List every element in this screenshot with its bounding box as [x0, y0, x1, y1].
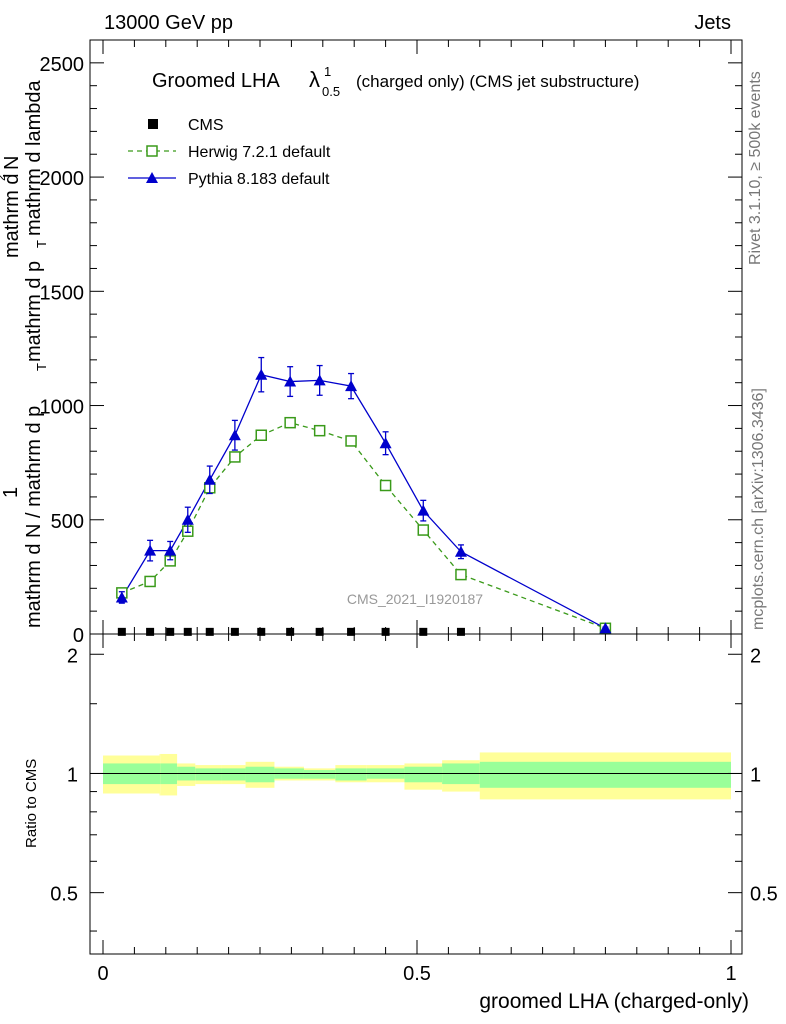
herwig-point [417, 524, 430, 536]
title-superscript: 1 [324, 64, 331, 79]
pythia-point [284, 375, 297, 387]
pythia-point [599, 622, 612, 634]
legend-marker [146, 172, 158, 183]
pythia-point [313, 374, 326, 386]
ratio-inner-band [221, 768, 246, 781]
x-axis-label: groomed LHA (charged-only) [479, 990, 749, 1013]
cms-point [419, 627, 428, 636]
main-ytick-label: 500 [51, 511, 84, 533]
herwig-point [313, 424, 326, 437]
plot-title: Groomed LHA λ 1 0.5 (charged only) (CMS … [152, 64, 639, 99]
ratio-y-axis-label: Ratio to CMS [23, 759, 40, 848]
header-right-label: Jets [694, 12, 731, 34]
main-ytick-label: 1000 [40, 397, 85, 419]
ratio-y-axis: 0.5 0.5 1 1 2 2 [50, 645, 778, 932]
cms-point [286, 627, 295, 636]
ylabel-prefix: 1 [0, 487, 22, 498]
legend-marker [148, 119, 158, 129]
ratio-xtick-label: 0 [97, 963, 108, 985]
herwig-point [284, 416, 296, 429]
cms-point [456, 627, 465, 636]
herwig-point [255, 429, 268, 441]
cms-point [315, 627, 324, 636]
ratio-inner-band [303, 770, 336, 779]
ylabel-numerator-sup: 2 [0, 174, 8, 181]
legend-label: Pythia 8.183 default [188, 171, 330, 188]
series-layer [115, 356, 612, 636]
cms-point [146, 627, 155, 636]
herwig-point [229, 451, 241, 463]
main-panel: 0 500 1000 1500 2000 2500 CMS_2021_I1920187 G… [0, 39, 743, 647]
main-y-axis: 0 500 1000 1500 2000 2500 [40, 54, 742, 647]
main-ytick-label: 2500 [40, 54, 85, 76]
pythia-point [115, 591, 128, 603]
pythia-point [255, 368, 268, 380]
ratio-x-axis: 0 0.5 1 [97, 634, 737, 985]
ratio-inner-band [245, 766, 275, 783]
pythia-point [144, 544, 157, 556]
legend: CMS Herwig 7.2.1 default Pythia 8.183 defa… [128, 117, 331, 188]
ratio-panel: 0.5 0.51 12 2 0 0.5 1 Ratio to CMS groomed LH… [23, 633, 778, 1013]
ylabel-line1-sub: T [34, 363, 49, 371]
ylabel-line1: mathrm d N / mathrm d p [23, 406, 45, 628]
main-ytick-label: 2000 [40, 168, 85, 190]
rivet-side-label: Rivet 3.1.10, ≥ 500k events [747, 71, 764, 265]
ratio-ytick-label: 0.5 [50, 884, 78, 906]
pythia-point [345, 380, 358, 392]
legend-label: Herwig 7.2.1 default [188, 144, 331, 161]
ratio-frame [89, 633, 743, 955]
cms-point [166, 627, 175, 636]
cms-point [381, 627, 390, 636]
herwig-point [455, 568, 467, 581]
main-y-axis-label: 1 mathrm d N / mathrm d p T mathrm d 2 N… [0, 80, 49, 628]
pythia-point [228, 429, 241, 441]
cms-point [257, 627, 266, 636]
cms-point [230, 627, 239, 636]
pythia-point [454, 545, 467, 557]
cms-point [205, 627, 214, 636]
ylabel-numerator-rest: N [1, 156, 23, 170]
main-ytick-label: 1500 [40, 282, 85, 304]
ylabel-line3-sub: T [34, 240, 49, 248]
pythia-line [121, 373, 606, 629]
ratio-xtick-label: 1 [725, 963, 736, 985]
cms-point [347, 627, 356, 636]
herwig-point [144, 575, 156, 588]
ratio-ytick-label-right: 2 [750, 645, 761, 667]
ratio-inner-band [404, 766, 443, 783]
cms-point [183, 627, 192, 636]
cms-point [117, 627, 126, 636]
ratio-ytick-label-right: 0.5 [750, 884, 778, 906]
legend-label: CMS [188, 117, 224, 134]
ratio-inner-band [195, 768, 222, 781]
legend-marker [146, 145, 158, 157]
title-main: Groomed LHA [152, 70, 280, 92]
analysis-watermark: CMS_2021_I1920187 [347, 591, 483, 607]
pythia-point [181, 513, 194, 525]
title-rest: (charged only) (CMS jet substructure) [356, 72, 639, 91]
ratio-bands [103, 752, 731, 800]
header-left-label: 13000 GeV pp [104, 12, 233, 34]
ratio-ytick-label: 1 [67, 764, 78, 786]
pythia-point [379, 437, 392, 449]
herwig-point [379, 479, 392, 492]
herwig-point [345, 435, 357, 447]
ratio-ytick-label-right: 1 [750, 764, 761, 786]
ylabel-line3: mathrm d p [23, 261, 45, 362]
ratio-inner-band [479, 761, 731, 788]
ratio-inner-band [335, 768, 367, 781]
ratio-ytick-label: 2 [67, 645, 78, 667]
main-ytick-label: 0 [73, 625, 84, 647]
pythia-point [417, 504, 430, 516]
title-subscript: 0.5 [322, 84, 340, 99]
title-lambda: λ [309, 67, 320, 92]
mcplots-side-label: mcplots.cern.ch [arXiv:1306.3436] [750, 388, 767, 630]
pythia-point [164, 544, 177, 556]
ylabel-line3-rest: mathrm d lambda [23, 80, 45, 236]
ylabel-numerator: mathrm d [1, 174, 23, 258]
pythia-point [203, 473, 216, 485]
ratio-xtick-label: 0.5 [403, 963, 431, 985]
